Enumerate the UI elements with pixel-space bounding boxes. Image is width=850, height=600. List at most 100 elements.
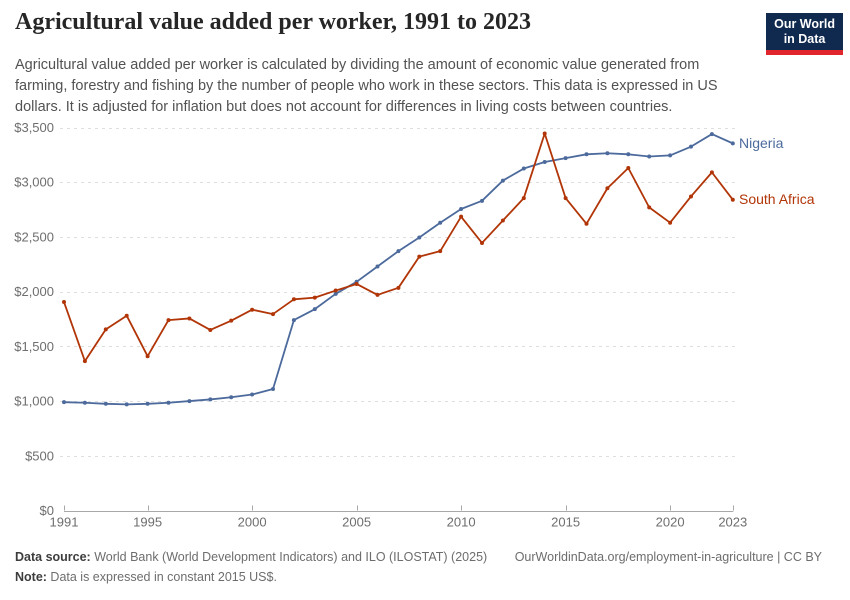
series-point-nigeria[interactable] (689, 144, 693, 149)
x-tick-label: 1995 (133, 515, 162, 530)
series-point-south-africa[interactable] (354, 281, 359, 286)
series-point-nigeria[interactable] (103, 401, 108, 406)
series-point-south-africa[interactable] (626, 165, 631, 170)
page-subtitle: Agricultural value added per worker is c… (15, 57, 718, 115)
series-point-nigeria[interactable] (166, 400, 171, 405)
series-point-nigeria[interactable] (542, 159, 547, 164)
series-point-south-africa[interactable] (709, 170, 714, 175)
series-point-south-africa[interactable] (584, 221, 589, 226)
series-point-south-africa[interactable] (250, 307, 255, 312)
series-point-nigeria[interactable] (668, 153, 673, 158)
y-tick-label: $1,500 (14, 339, 54, 354)
series-point-nigeria[interactable] (647, 154, 652, 159)
series-point-nigeria[interactable] (730, 141, 735, 146)
series-point-south-africa[interactable] (417, 254, 422, 259)
series-point-south-africa[interactable] (521, 196, 526, 201)
series-point-nigeria[interactable] (521, 166, 526, 171)
data-source-line: Data source: World Bank (World Developme… (15, 547, 822, 567)
series-line-south-africa[interactable] (63, 132, 734, 363)
series-point-south-africa[interactable] (459, 214, 464, 219)
series-point-south-africa[interactable] (438, 249, 443, 254)
series-point-nigeria[interactable] (187, 399, 192, 404)
series-point-nigeria[interactable] (438, 220, 443, 225)
series-point-nigeria[interactable] (500, 178, 505, 183)
series-point-nigeria[interactable] (333, 291, 338, 296)
note-text: Data is expressed in constant 2015 US$. (46, 570, 277, 584)
y-tick-label: $1,000 (14, 394, 54, 409)
series-point-south-africa[interactable] (229, 318, 234, 323)
series-point-nigeria[interactable] (312, 307, 317, 312)
series-point-south-africa[interactable] (145, 354, 150, 359)
series-point-south-africa[interactable] (187, 316, 192, 321)
series-south-africa: South Africa (62, 131, 815, 364)
series-point-south-africa[interactable] (312, 295, 317, 300)
series-point-south-africa[interactable] (730, 197, 735, 202)
y-tick-label: $500 (25, 448, 54, 463)
gridlines (60, 128, 737, 512)
series-point-south-africa[interactable] (396, 285, 401, 290)
series-point-south-africa[interactable] (689, 194, 693, 199)
x-tick-label: 2005 (342, 515, 371, 530)
series-point-nigeria[interactable] (709, 132, 714, 137)
series-point-nigeria[interactable] (480, 198, 484, 203)
x-tick-label: 2010 (447, 515, 476, 530)
series-point-south-africa[interactable] (563, 196, 568, 201)
x-tick-label: 1991 (50, 515, 79, 530)
x-axis: 1991 1995 2000 2005 2010 2015 2020 2023 (50, 505, 747, 530)
series-point-nigeria[interactable] (271, 387, 275, 392)
x-tick-label: 2020 (656, 515, 685, 530)
series-point-south-africa[interactable] (647, 205, 652, 210)
series-point-south-africa[interactable] (480, 240, 484, 245)
series-point-south-africa[interactable] (62, 300, 66, 305)
y-tick-label: $3,500 (14, 120, 54, 135)
series-point-south-africa[interactable] (668, 220, 673, 225)
y-tick-label: $0 (40, 503, 54, 518)
y-tick-label: $3,000 (14, 175, 54, 190)
series-point-south-africa[interactable] (333, 288, 338, 293)
y-tick-label: $2,000 (14, 284, 54, 299)
series-point-nigeria[interactable] (605, 151, 610, 156)
x-tick-label: 2015 (551, 515, 580, 530)
series-point-south-africa[interactable] (166, 318, 171, 323)
page-title: Agricultural value added per worker, 199… (15, 9, 531, 35)
footer: Data source: World Bank (World Developme… (15, 547, 822, 587)
y-axis-labels: $0 $500 $1,000 $1,500 $2,000 $2,500 $3,000 $3,5… (14, 120, 54, 518)
data-source: Data source: World Bank (World Developme… (15, 547, 487, 567)
data-source-label: Data source: (15, 550, 91, 564)
series-point-south-africa[interactable] (271, 312, 275, 317)
series-point-nigeria[interactable] (229, 395, 234, 400)
series-point-nigeria[interactable] (584, 152, 589, 157)
series-point-nigeria[interactable] (375, 264, 380, 269)
series-point-nigeria[interactable] (563, 156, 568, 161)
x-tick-label: 2023 (718, 515, 747, 530)
owid-logo[interactable]: Our World in Data (766, 13, 843, 55)
series-point-south-africa[interactable] (375, 292, 380, 297)
note-line: Note: Data is expressed in constant 2015… (15, 567, 822, 587)
series-point-nigeria[interactable] (62, 400, 66, 405)
series-point-south-africa[interactable] (124, 313, 129, 318)
logo-line2: in Data (783, 32, 826, 46)
series-point-nigeria[interactable] (124, 402, 129, 407)
series-point-nigeria[interactable] (417, 235, 422, 240)
series-label-nigeria: Nigeria (739, 135, 784, 151)
series-point-south-africa[interactable] (605, 186, 610, 191)
series-point-nigeria[interactable] (145, 401, 150, 406)
series-point-nigeria[interactable] (208, 397, 213, 402)
series-point-south-africa[interactable] (208, 327, 213, 332)
series-point-nigeria[interactable] (82, 400, 87, 405)
y-tick-label: $2,500 (14, 229, 54, 244)
credit-link[interactable]: OurWorldinData.org/employment-in-agricul… (514, 550, 822, 564)
series-point-nigeria[interactable] (396, 249, 401, 254)
series-point-south-africa[interactable] (542, 131, 547, 136)
series-point-nigeria[interactable] (459, 207, 464, 212)
series-point-south-africa[interactable] (103, 327, 108, 332)
series-point-south-africa[interactable] (291, 297, 296, 302)
series-point-nigeria[interactable] (291, 318, 296, 323)
series-point-nigeria[interactable] (250, 392, 255, 397)
series-point-south-africa[interactable] (82, 359, 87, 364)
series-point-nigeria[interactable] (626, 152, 631, 157)
series-point-south-africa[interactable] (500, 218, 505, 223)
